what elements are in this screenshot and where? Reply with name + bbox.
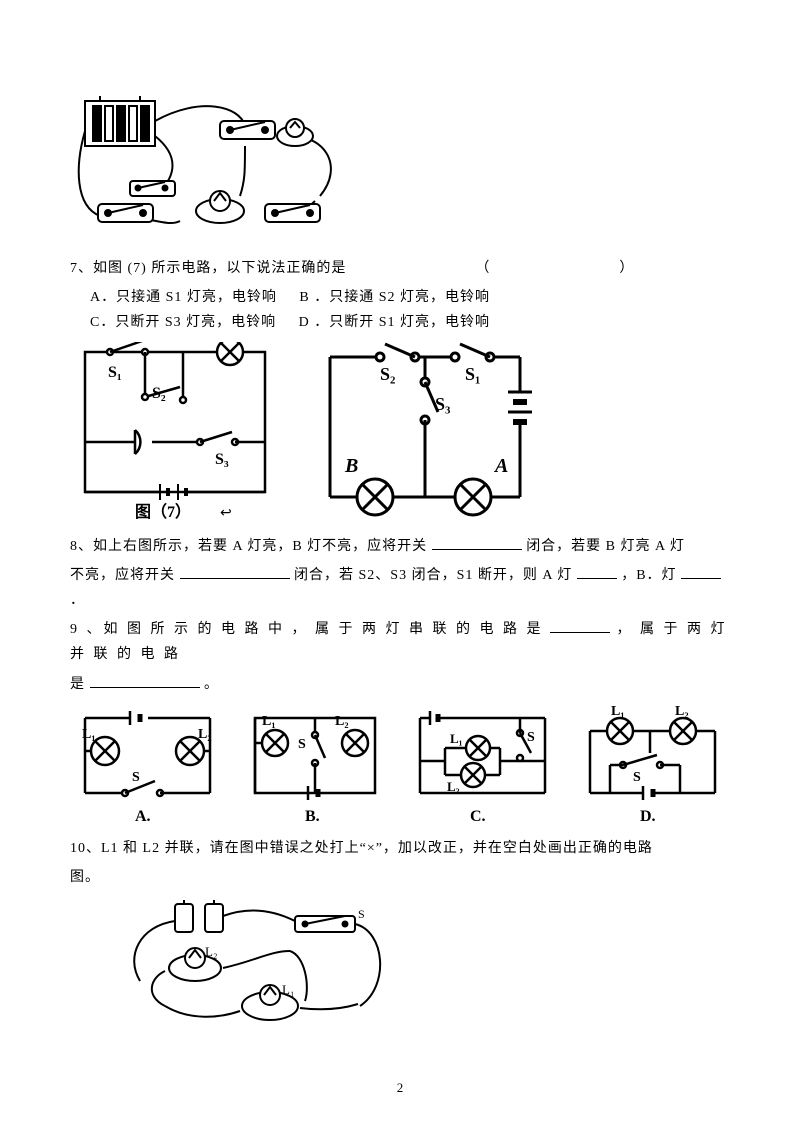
svg-text:S₃: S₃ (215, 451, 229, 468)
q9-line1: 9 、如 图 所 示 的 电 路 中 ， 属 于 两 灯 串 联 的 电 路 是… (70, 617, 730, 667)
svg-text:A: A (493, 455, 508, 477)
q9-figA: L₁ L₂ S A. (70, 703, 225, 828)
q8-line2a: 不亮，应将开关 (70, 568, 175, 583)
q9-figures: L₁ L₂ S A. (70, 703, 730, 828)
svg-text:S₁: S₁ (108, 364, 122, 381)
svg-text:S: S (132, 770, 140, 785)
svg-text:L₂: L₂ (675, 704, 689, 719)
q9-line2: 是 。 (70, 672, 730, 697)
svg-text:B: B (344, 455, 358, 477)
svg-text:L₁: L₁ (611, 704, 625, 719)
q8-line1a: 8、如上右图所示，若要 A 灯亮，B 灯不亮，应将开关 (70, 539, 427, 554)
q7-stem: 7、如图 (7) 所示电路，以下说法正确的是 （ ） (70, 256, 730, 281)
q7-stem-text: 7、如图 (7) 所示电路，以下说法正确的是 (70, 261, 346, 276)
q7-options-row2: C．只断开 S3 灯亮，电铃响 D ．只断开 S1 灯亮，电铃响 (90, 310, 730, 335)
q8-blank1 (432, 535, 522, 550)
q8-line2d: ． (70, 593, 85, 608)
svg-text:↩: ↩ (220, 506, 232, 521)
q8-line2c: ，B．灯 (621, 568, 676, 583)
svg-text:S: S (358, 907, 365, 921)
q7-figure-left: S₁ S₂ S₃ 图（7） ↩ (70, 342, 280, 522)
q8-line1: 8、如上右图所示，若要 A 灯亮，B 灯不亮，应将开关 闭合，若要 B 灯亮 A… (70, 534, 730, 559)
q10-figure: L₂ L₁ S (110, 896, 730, 1046)
q7-optB: B ．只接通 S2 灯亮，电铃响 (299, 285, 490, 310)
svg-text:L₂: L₂ (198, 727, 212, 742)
svg-text:S: S (298, 737, 306, 752)
q8-blank2 (180, 564, 290, 579)
q8-line2: 不亮，应将开关 闭合，若 S2、S3 闭合，S1 断开，则 A 灯 ，B．灯 ． (70, 563, 730, 613)
q9-line1a: 9 、如 图 所 示 的 电 路 中 ， 属 于 两 灯 串 联 的 电 路 是 (70, 622, 544, 637)
q9-figB: L₁ L₂ S B. (240, 703, 390, 828)
q7-optD: D ．只断开 S1 灯亮，电铃响 (299, 310, 490, 335)
svg-text:A.: A. (135, 808, 151, 825)
svg-text:L₁: L₁ (82, 727, 96, 742)
svg-text:S₂: S₂ (152, 385, 166, 402)
svg-text:S₂: S₂ (380, 364, 395, 384)
svg-text:S₁: S₁ (465, 364, 480, 384)
q9-blank1 (550, 618, 610, 633)
svg-text:L₁: L₁ (262, 714, 276, 729)
q7-options-row1: A．只接通 S1 灯亮，电铃响 B ．只接通 S2 灯亮，电铃响 (90, 285, 730, 310)
svg-text:L₂: L₂ (205, 944, 217, 959)
svg-text:图（7）: 图（7） (135, 503, 191, 521)
q6-figure (70, 86, 730, 246)
q8-blank3 (577, 564, 617, 579)
q9-blank2 (90, 673, 200, 688)
q7-paren-open: （ (475, 261, 490, 276)
svg-text:S: S (527, 730, 535, 745)
svg-text:L₁: L₁ (450, 731, 463, 746)
q9-line2a: 是 (70, 677, 85, 692)
q9-figC: L₁ L₂ S C. (405, 703, 560, 828)
q7-paren-close: ） (619, 261, 634, 276)
q8-blank4 (681, 564, 721, 579)
svg-text:C.: C. (470, 808, 486, 825)
svg-text:D.: D. (640, 808, 656, 825)
q9-figD: L₁ L₂ S D. (575, 703, 730, 828)
page-number: 2 (70, 1076, 730, 1099)
svg-text:S: S (633, 770, 641, 785)
q7-figure-right: S₂ S₁ S₃ B A (310, 342, 540, 522)
svg-text:B.: B. (305, 808, 320, 825)
svg-text:S₃: S₃ (435, 394, 451, 414)
svg-text:L₂: L₂ (447, 779, 460, 794)
q8-line2b: 闭合，若 S2、S3 闭合，S1 断开，则 A 灯 (294, 568, 572, 583)
q7-optA: A．只接通 S1 灯亮，电铃响 (90, 285, 277, 310)
q10-line1: 10、L1 和 L2 并联，请在图中错误之处打上“×”，加以改正，并在空白处画出… (70, 836, 730, 861)
q7-optC: C．只断开 S3 灯亮，电铃响 (90, 310, 276, 335)
svg-text:L₁: L₁ (282, 982, 294, 997)
q8-line1b: 闭合，若要 B 灯亮 A 灯 (526, 539, 685, 554)
q9-line2b: 。 (204, 677, 219, 692)
svg-text:L₂: L₂ (335, 714, 349, 729)
q10-line2: 图。 (70, 865, 730, 890)
